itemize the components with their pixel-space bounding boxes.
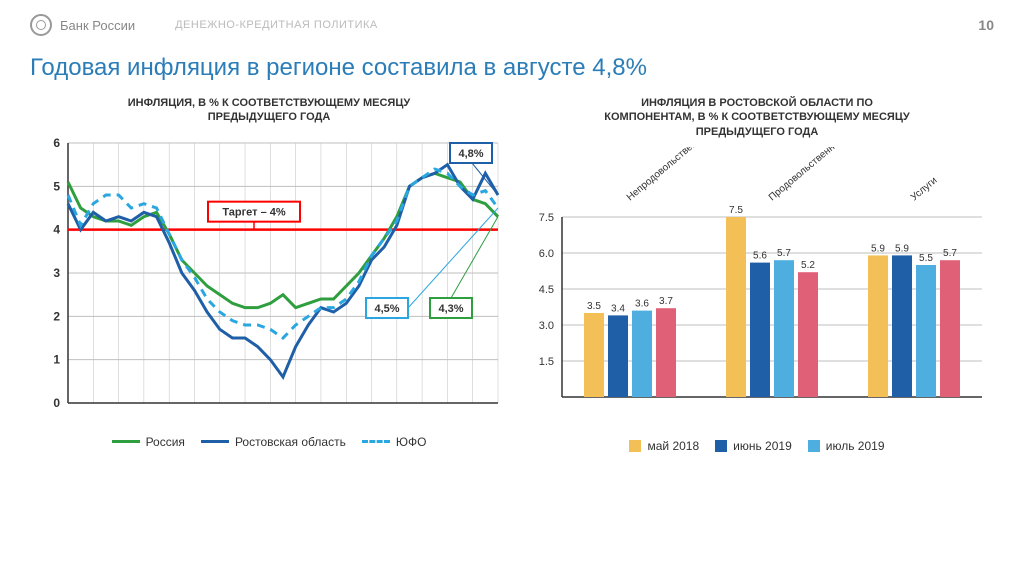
svg-text:2: 2 [53,309,60,323]
svg-text:5.7: 5.7 [943,248,957,259]
svg-text:3.6: 3.6 [635,298,649,309]
legend-item: июль 2019 [808,439,885,453]
legend-item: ЮФО [362,435,427,449]
legend-label: Ростовская область [235,435,346,449]
legend-swatch [715,440,727,452]
right-chart-wrap: ИНФЛЯЦИЯ В РОСТОВСКОЙ ОБЛАСТИ ПО КОМПОНЕ… [518,96,996,453]
bar-chart: 1.5 3.0 4.5 6.0 7.5 Непродовольствен… 3.5 3.4 3.… [518,147,996,427]
svg-text:7.5: 7.5 [539,212,554,224]
charts-row: ИНФЛЯЦИЯ, В % К СООТВЕТСТВУЮЩЕМУ МЕСЯЦУ … [0,96,1024,453]
svg-text:Таргет – 4%: Таргет – 4% [222,206,286,218]
bank-logo-icon [30,14,52,36]
legend-label: Россия [146,435,185,449]
svg-text:3.7: 3.7 [659,296,673,307]
legend-label: ЮФО [396,435,427,449]
svg-text:5.9: 5.9 [871,243,885,254]
legend-item: Ростовская область [201,435,346,449]
legend-swatch [808,440,820,452]
legend-swatch [362,440,390,443]
right-chart-title: ИНФЛЯЦИЯ В РОСТОВСКОЙ ОБЛАСТИ ПО КОМПОНЕ… [518,96,996,139]
page-title: Годовая инфляция в регионе составила в а… [0,46,1024,96]
svg-text:4,8%: 4,8% [458,148,483,160]
svg-text:5.5: 5.5 [919,253,933,264]
right-legend: май 2018 июнь 2019 июль 2019 [518,439,996,453]
svg-text:5.7: 5.7 [777,248,791,259]
line-chart: 0 1 2 3 4 5 6 Таргет – 4% 4,8% 4,5% 4,3% [30,133,508,423]
svg-text:4: 4 [53,222,60,236]
svg-text:3.4: 3.4 [611,303,625,314]
svg-text:1: 1 [53,352,60,366]
svg-text:4,3%: 4,3% [438,303,463,315]
legend-label: июль 2019 [826,439,885,453]
legend-item: Россия [112,435,185,449]
left-chart-title: ИНФЛЯЦИЯ, В % К СООТВЕТСТВУЮЩЕМУ МЕСЯЦУ … [30,96,508,125]
page-number: 10 [978,17,994,33]
svg-text:Непродовольствен…: Непродовольствен… [625,147,707,203]
legend-item: май 2018 [629,439,699,453]
svg-text:6.0: 6.0 [539,248,554,260]
svg-text:6: 6 [53,136,60,150]
header: Банк России ДЕНЕЖНО-КРЕДИТНАЯ ПОЛИТИКА 1… [0,0,1024,46]
svg-text:4,5%: 4,5% [374,303,399,315]
left-chart-wrap: ИНФЛЯЦИЯ, В % К СООТВЕТСТВУЮЩЕМУ МЕСЯЦУ … [30,96,508,453]
logo: Банк России [30,14,135,36]
legend-swatch [629,440,641,452]
svg-text:5.6: 5.6 [753,250,767,261]
svg-text:7.5: 7.5 [729,205,743,216]
section-label: ДЕНЕЖНО-КРЕДИТНАЯ ПОЛИТИКА [175,19,378,31]
legend-swatch [201,440,229,443]
legend-swatch [112,440,140,443]
svg-text:0: 0 [53,396,60,410]
org-name: Банк России [60,18,135,33]
svg-text:5.9: 5.9 [895,243,909,254]
svg-text:5.2: 5.2 [801,260,815,271]
left-legend: Россия Ростовская область ЮФО [30,435,508,449]
legend-label: май 2018 [647,439,699,453]
svg-text:5: 5 [53,179,60,193]
svg-text:4.5: 4.5 [539,284,554,296]
svg-text:3.0: 3.0 [539,320,554,332]
svg-text:3: 3 [53,266,60,280]
svg-text:Продовольственн…: Продовольственн… [767,147,845,203]
svg-text:1.5: 1.5 [539,356,554,368]
legend-label: июнь 2019 [733,439,792,453]
legend-item: июнь 2019 [715,439,792,453]
svg-text:3.5: 3.5 [587,301,601,312]
svg-text:Услуги: Услуги [909,175,940,203]
